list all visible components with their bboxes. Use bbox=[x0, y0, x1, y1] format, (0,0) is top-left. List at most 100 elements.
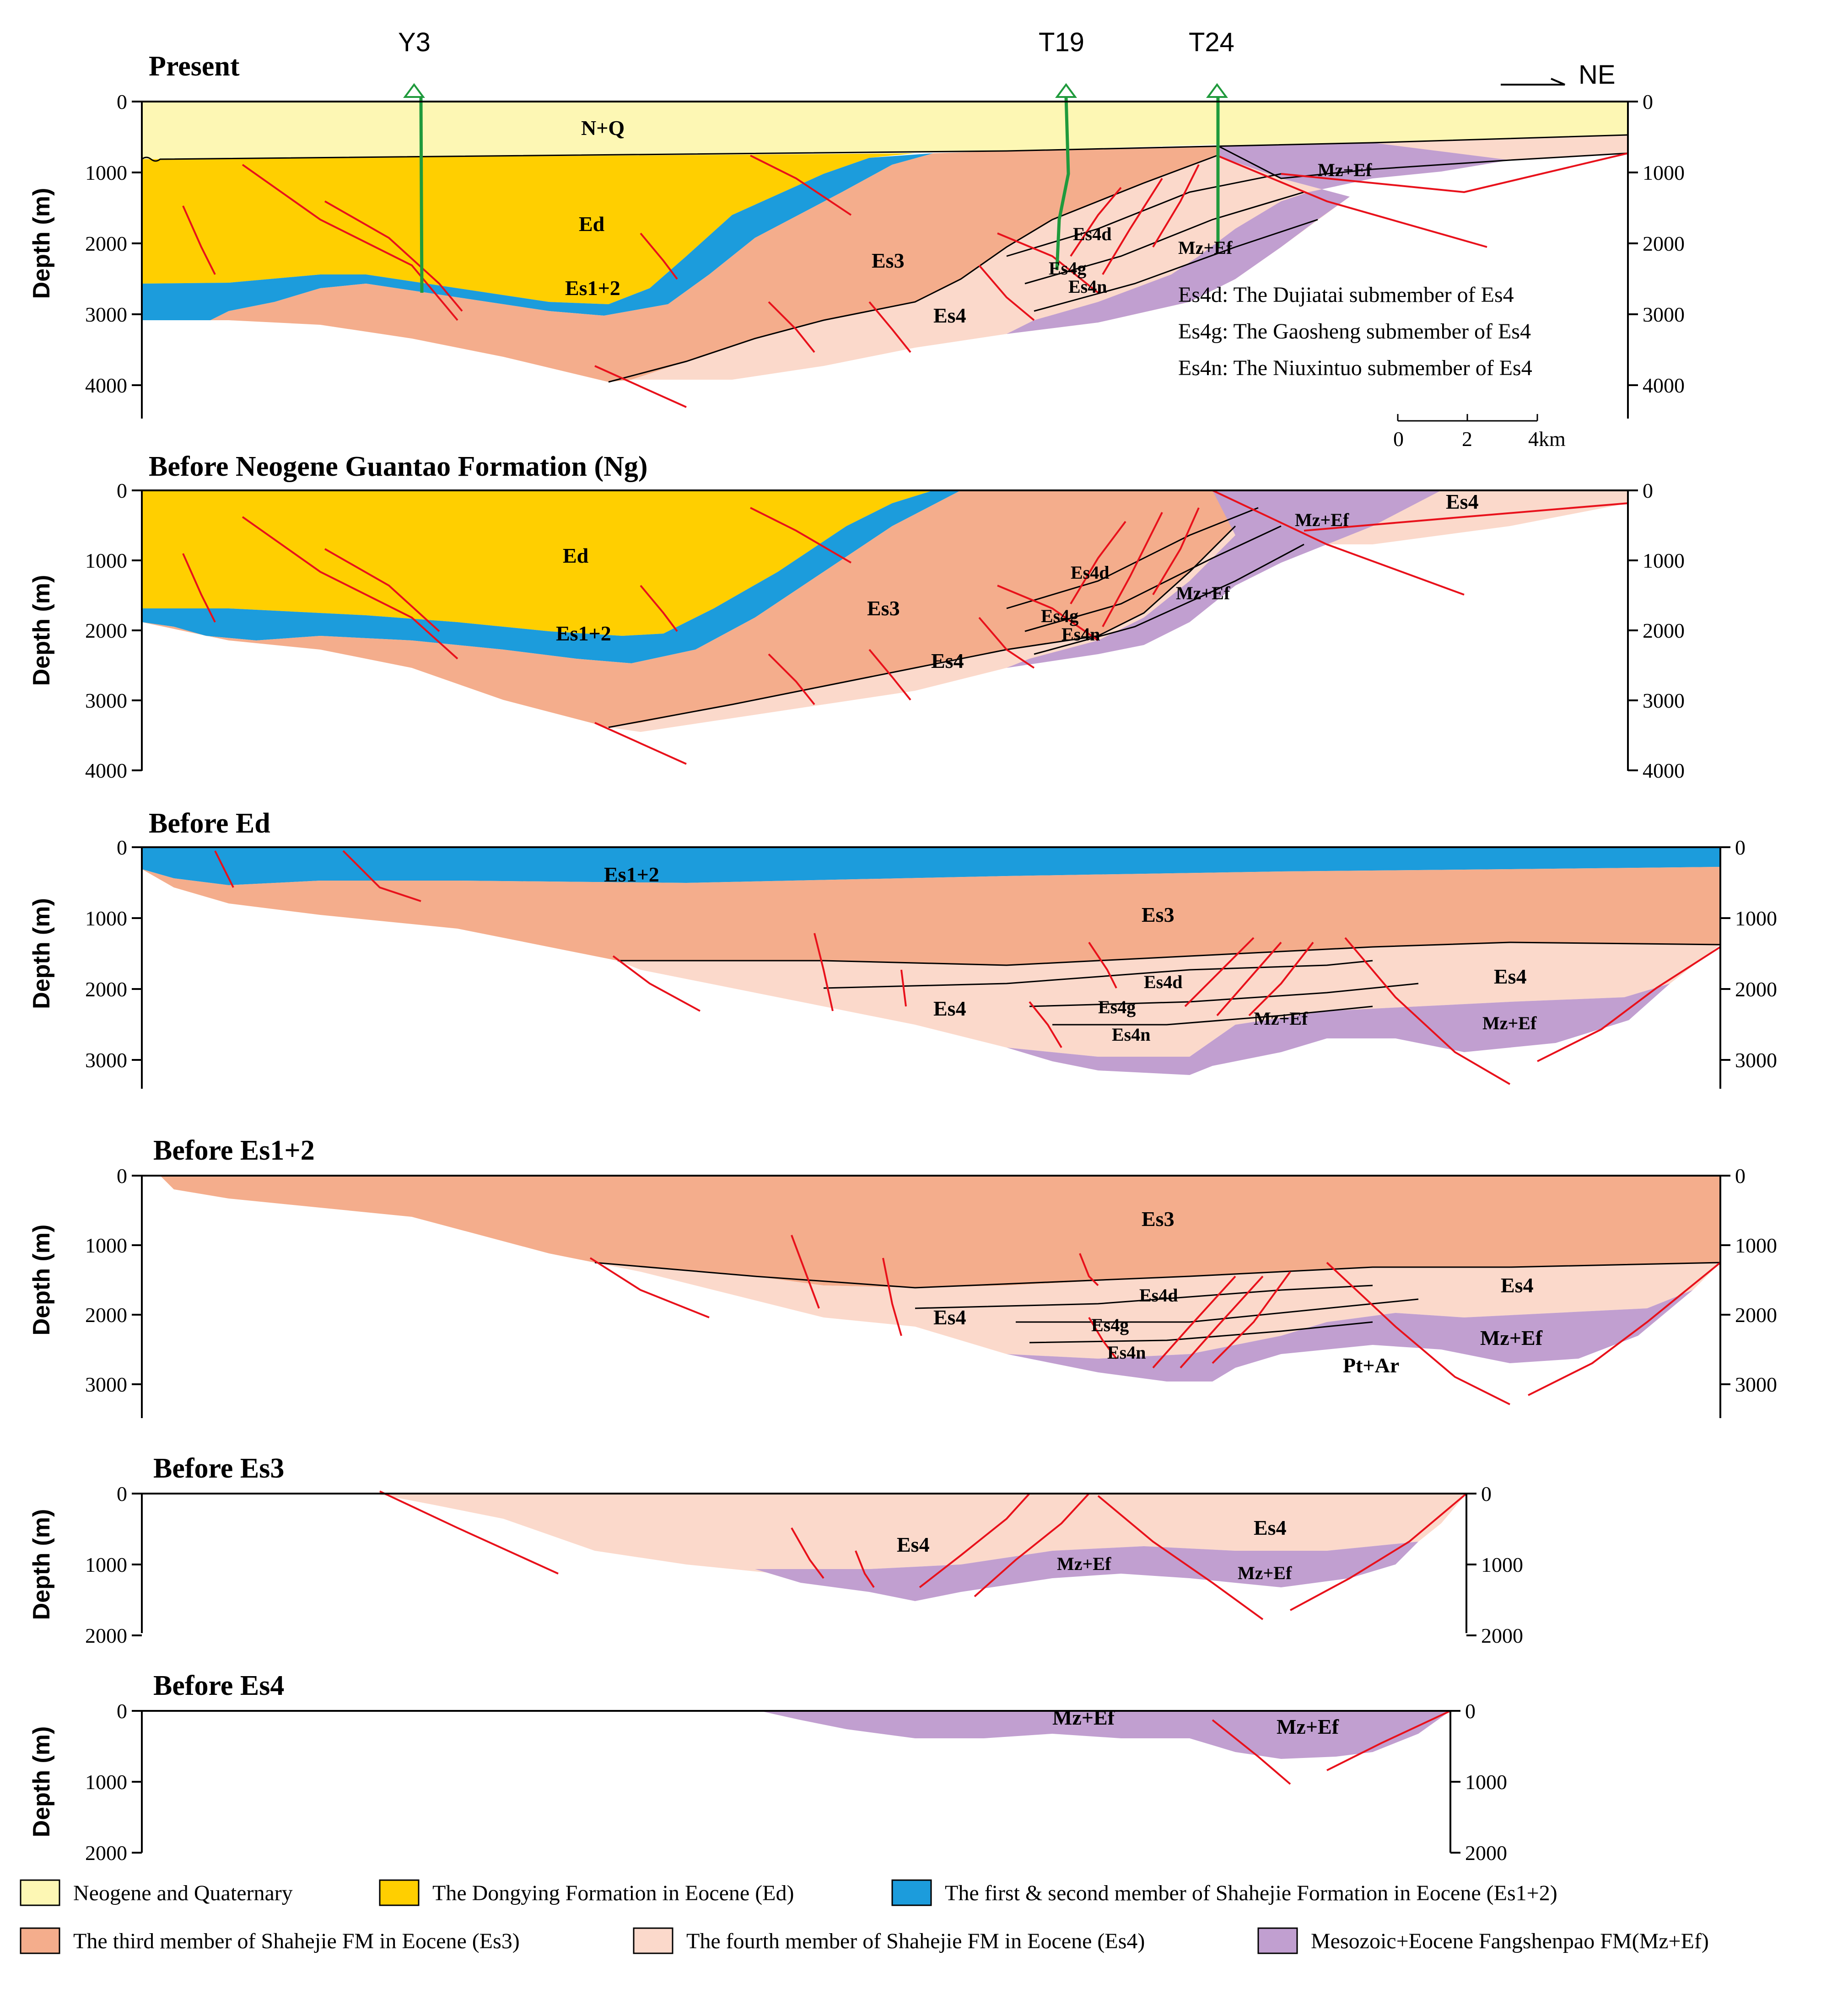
tick-label: 0 bbox=[117, 90, 127, 113]
direction-label: NE bbox=[1579, 60, 1616, 90]
y-axis-label: Depth (m) bbox=[28, 188, 55, 299]
tick-label: 1000 bbox=[85, 1770, 127, 1794]
fault bbox=[868, 649, 911, 701]
fault bbox=[868, 301, 911, 353]
panel-title: Before Es3 bbox=[153, 1453, 284, 1484]
fault bbox=[182, 553, 216, 623]
mz-layer bbox=[1007, 490, 1327, 668]
tick-label: 0 bbox=[117, 1482, 127, 1505]
tick-label: 1000 bbox=[1643, 549, 1685, 572]
es3-layer bbox=[142, 490, 1235, 727]
panel-axes: 0 1000 2000 3000 4000 0 1000 2000 3000 4000 Depth … bbox=[28, 479, 1685, 782]
legend-swatch bbox=[20, 1927, 60, 1954]
direction-arrow-icon bbox=[1501, 78, 1565, 86]
well-t24: T24 bbox=[1189, 27, 1234, 247]
fault bbox=[594, 722, 687, 765]
legend-item: The first & second member of Shahejie Fo… bbox=[891, 1879, 1557, 1906]
y-axis-label: Depth (m) bbox=[28, 575, 55, 686]
fault bbox=[1212, 489, 1465, 596]
legend-swatch bbox=[891, 1879, 932, 1906]
tick-label: 2000 bbox=[85, 232, 127, 255]
fault bbox=[791, 1235, 820, 1309]
tick-label: 1000 bbox=[85, 1234, 127, 1257]
tick-label: 1000 bbox=[1735, 907, 1777, 930]
legend-swatch bbox=[379, 1879, 420, 1906]
tick-label: 1000 bbox=[85, 161, 127, 184]
tick-label: 3000 bbox=[1643, 689, 1685, 712]
unit-label: Mz+Ef bbox=[1254, 1008, 1308, 1029]
unit-label: Es4 bbox=[1254, 1516, 1287, 1539]
tick-label: 3000 bbox=[1735, 1373, 1777, 1396]
unit-label: Mz+Ef bbox=[1480, 1326, 1543, 1349]
es4-layer bbox=[618, 942, 1720, 1057]
unit-label: Es3 bbox=[867, 597, 900, 620]
unit-label: Es4g bbox=[1098, 997, 1136, 1017]
fault bbox=[1326, 1262, 1510, 1405]
well-label: T24 bbox=[1189, 27, 1234, 57]
unit-label: Es4n bbox=[1107, 1342, 1146, 1363]
panel-before-es12: Before Es1+2 Es3 Es4 Es4 Es4d Es4g Es4n … bbox=[153, 1135, 1721, 1405]
legend: Neogene and Quaternary The Dongying Forma… bbox=[20, 1879, 1709, 1954]
tick-label: 1000 bbox=[1643, 161, 1685, 184]
fault bbox=[1248, 941, 1314, 1016]
base-nq-unconformity bbox=[141, 134, 1628, 162]
note-es4g: Es4g: The Gaosheng submember of Es4 bbox=[1178, 319, 1531, 344]
unit-label: Es4 bbox=[933, 1306, 966, 1329]
tick-label: 2000 bbox=[85, 1624, 127, 1647]
mz-layer-top bbox=[1212, 490, 1441, 544]
derrick-icon bbox=[403, 83, 425, 98]
unit-label: Es3 bbox=[872, 249, 905, 272]
fault bbox=[242, 516, 458, 660]
tick-label: 0 bbox=[117, 479, 127, 502]
unit-label: Pt+Ar bbox=[1343, 1354, 1399, 1377]
fault bbox=[1102, 512, 1163, 627]
fault bbox=[1152, 507, 1200, 596]
unit-label: Es4 bbox=[1494, 965, 1527, 988]
fault bbox=[1184, 937, 1255, 1007]
es4d-line bbox=[1006, 173, 1282, 257]
unit-label: Mz+Ef bbox=[1277, 1715, 1339, 1738]
panel-title: Present bbox=[149, 51, 240, 82]
panel-title: Before Ed bbox=[149, 808, 270, 839]
tick-label: 0 bbox=[117, 1164, 127, 1188]
fault bbox=[1326, 1710, 1451, 1771]
mz-layer bbox=[760, 1711, 1450, 1759]
es4g-line bbox=[1024, 525, 1282, 632]
fault bbox=[882, 1258, 902, 1336]
fault bbox=[1070, 521, 1126, 605]
fault bbox=[1102, 177, 1163, 275]
y-axis-label: Depth (m) bbox=[28, 1225, 55, 1336]
fault bbox=[324, 200, 463, 312]
panel-before-es4: Before Es4 Mz+Ef Mz+Ef bbox=[153, 1670, 1451, 1785]
tick-label: 1000 bbox=[85, 1553, 127, 1576]
unit-label: Es4n bbox=[1061, 624, 1100, 645]
unit-label: Es4 bbox=[931, 649, 964, 672]
unit-label: Es4d bbox=[1071, 562, 1110, 583]
tick-label: 2000 bbox=[85, 1303, 127, 1327]
unit-label: Es4 bbox=[897, 1533, 930, 1556]
tick-label: 3000 bbox=[85, 689, 127, 712]
well-label: Y3 bbox=[398, 27, 431, 57]
unit-label: Mz+Ef bbox=[1176, 583, 1230, 603]
unit-label: Es4d bbox=[1073, 224, 1112, 244]
legend-item: Mesozoic+Eocene Fangshenpao FM(Mz+Ef) bbox=[1257, 1927, 1709, 1954]
es4g-line bbox=[1029, 983, 1419, 1007]
tick-label: 4000 bbox=[85, 759, 127, 782]
unit-label: Es1+2 bbox=[604, 863, 659, 886]
unit-label: Es4n bbox=[1112, 1024, 1151, 1045]
tick-label: 2000 bbox=[1465, 1841, 1507, 1865]
es4-layer bbox=[595, 1263, 1720, 1359]
es4d-line bbox=[915, 1285, 1373, 1309]
panel-axes: 0 1000 2000 0 1000 2000 Depth (m) bbox=[28, 1482, 1523, 1647]
fault bbox=[974, 1493, 1090, 1597]
unit-label: Es1+2 bbox=[556, 622, 611, 645]
fault bbox=[1304, 502, 1628, 532]
derrick-icon bbox=[1055, 83, 1077, 98]
panel-before-ng: Before Neogene Guantao Formation (Ng) Ed… bbox=[142, 451, 1628, 765]
fault bbox=[768, 653, 815, 705]
tick-label: 1000 bbox=[1481, 1553, 1523, 1576]
unit-label: Ed bbox=[563, 544, 589, 567]
unit-label: Es4d bbox=[1144, 972, 1183, 992]
